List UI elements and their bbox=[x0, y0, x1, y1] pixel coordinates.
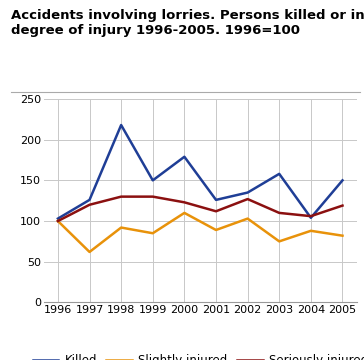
Seriously injured bbox=[87, 203, 92, 207]
Killed bbox=[214, 198, 218, 202]
Line: Killed: Killed bbox=[58, 125, 343, 219]
Line: Seriously injured: Seriously injured bbox=[58, 197, 343, 221]
Slightly injured bbox=[309, 229, 313, 233]
Slightly injured bbox=[182, 211, 187, 215]
Slightly injured bbox=[87, 250, 92, 254]
Slightly injured bbox=[245, 216, 250, 221]
Slightly injured bbox=[277, 239, 281, 243]
Killed bbox=[309, 216, 313, 220]
Killed bbox=[182, 154, 187, 159]
Killed bbox=[56, 216, 60, 221]
Killed bbox=[151, 178, 155, 183]
Killed bbox=[119, 123, 123, 127]
Seriously injured bbox=[245, 197, 250, 201]
Seriously injured bbox=[214, 209, 218, 213]
Slightly injured bbox=[340, 234, 345, 238]
Killed bbox=[340, 178, 345, 183]
Seriously injured bbox=[151, 194, 155, 199]
Line: Slightly injured: Slightly injured bbox=[58, 213, 343, 252]
Legend: Killed, Slightly injured, Seriously injured: Killed, Slightly injured, Seriously inju… bbox=[28, 349, 364, 360]
Text: Accidents involving lorries. Persons killed or injured by
degree of injury 1996-: Accidents involving lorries. Persons kil… bbox=[11, 9, 364, 37]
Seriously injured bbox=[182, 200, 187, 204]
Seriously injured bbox=[119, 194, 123, 199]
Seriously injured bbox=[56, 219, 60, 223]
Slightly injured bbox=[151, 231, 155, 235]
Killed bbox=[277, 172, 281, 176]
Seriously injured bbox=[340, 203, 345, 208]
Seriously injured bbox=[277, 211, 281, 215]
Killed bbox=[87, 198, 92, 202]
Slightly injured bbox=[56, 219, 60, 223]
Slightly injured bbox=[214, 228, 218, 232]
Killed bbox=[245, 190, 250, 195]
Slightly injured bbox=[119, 225, 123, 230]
Seriously injured bbox=[309, 214, 313, 218]
